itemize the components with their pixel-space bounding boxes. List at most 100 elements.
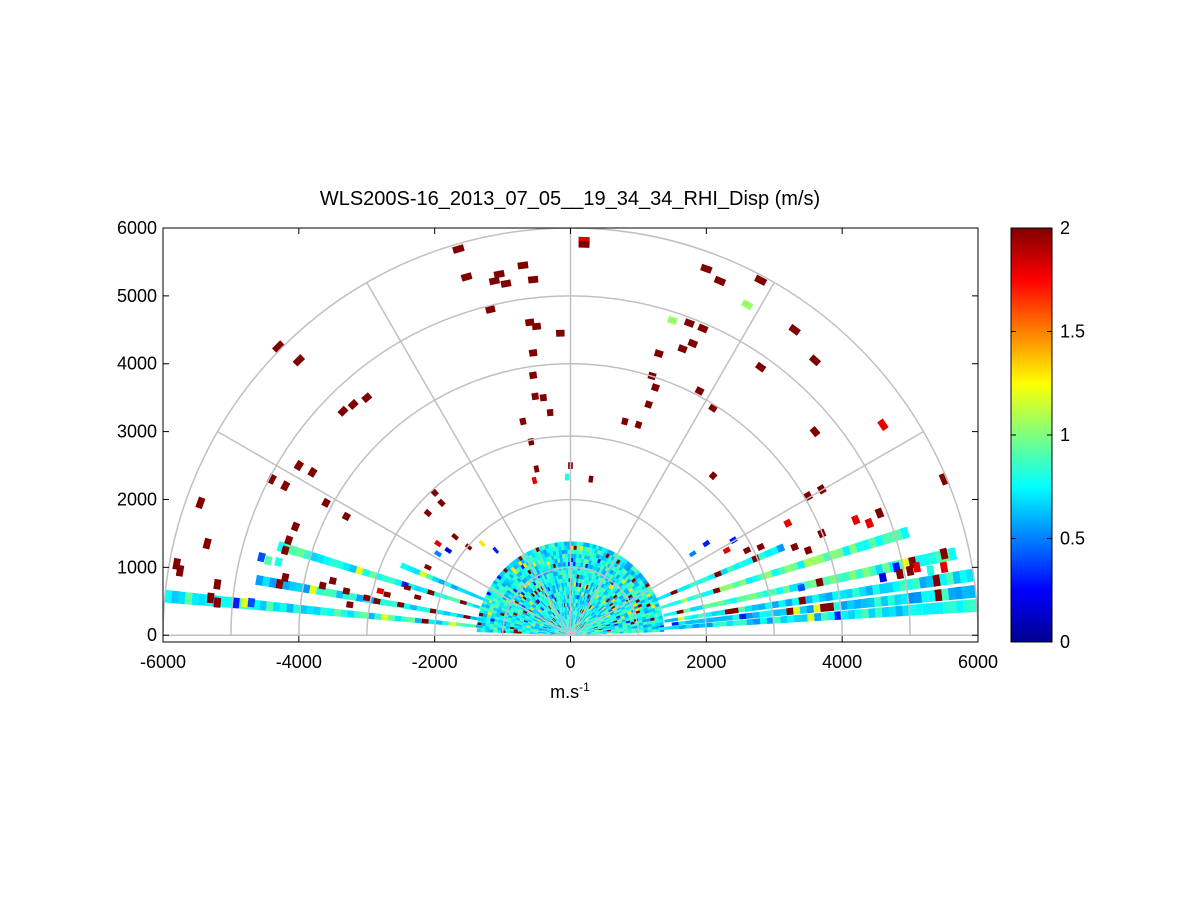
range-cell [554, 631, 559, 633]
range-cell [505, 565, 511, 571]
range-cell [546, 611, 551, 616]
range-cell [630, 598, 636, 603]
range-cell [549, 621, 554, 625]
range-cell [578, 554, 582, 559]
beam-cell [868, 565, 878, 577]
beam-cell [732, 562, 742, 571]
beam-cell [387, 576, 396, 585]
range-cell [582, 629, 587, 632]
range-cell [565, 628, 568, 633]
range-cell [631, 600, 637, 605]
range-cell [606, 626, 611, 629]
range-cell [586, 620, 591, 624]
range-cell [590, 619, 595, 623]
range-cell [562, 557, 566, 563]
range-cell [586, 630, 591, 633]
range-cell [579, 624, 584, 628]
range-cell [561, 553, 566, 559]
range-cell [537, 559, 542, 565]
range-cell [578, 550, 583, 555]
range-cell [553, 611, 557, 616]
range-cell [580, 609, 584, 614]
beam-cell [738, 578, 747, 587]
range-cell [578, 582, 582, 588]
sparse-cell [423, 563, 432, 571]
range-cell [559, 623, 563, 627]
range-cell [546, 630, 551, 633]
beam-cell [706, 589, 715, 596]
range-cell [554, 633, 559, 635]
range-cell [522, 595, 527, 601]
range-cell [592, 597, 596, 602]
sparse-cell [742, 546, 752, 555]
range-cell [572, 606, 574, 611]
range-cell [600, 569, 605, 575]
beam-cell [968, 584, 977, 599]
range-cell [525, 632, 530, 634]
range-cell [558, 632, 563, 634]
sparse-cell [621, 417, 629, 426]
range-cell [541, 605, 545, 610]
range-cell [603, 632, 608, 635]
range-cell [558, 631, 563, 633]
beam-cell [712, 621, 720, 627]
range-cell [591, 578, 596, 584]
range-cell [551, 626, 556, 630]
range-cell [522, 610, 528, 614]
range-cell [553, 554, 558, 560]
beam [399, 562, 490, 603]
range-cell [622, 625, 628, 628]
range-cell [532, 610, 537, 614]
range-cell [524, 571, 530, 576]
range-cell [629, 617, 634, 621]
range-cell [563, 594, 566, 600]
range-cell [628, 563, 634, 569]
beam-cell [894, 594, 902, 606]
range-cell [548, 623, 553, 627]
range-cell [547, 625, 552, 628]
range-cell [576, 574, 579, 579]
range-cell [520, 617, 525, 621]
sparse-cell [413, 594, 422, 601]
range-cell [582, 601, 586, 606]
range-cell [488, 629, 494, 633]
range-cell [504, 591, 510, 597]
range-cell [593, 608, 597, 613]
range-cell [540, 620, 545, 624]
range-cell [495, 611, 501, 616]
beam-cell [198, 593, 206, 606]
range-cell [598, 630, 604, 633]
range-cell [601, 594, 606, 599]
range-cell [554, 610, 558, 615]
range-cell [514, 579, 520, 585]
range-cell [498, 603, 504, 608]
range-cell [558, 632, 563, 634]
beam-cell [431, 575, 440, 583]
range-cell [571, 627, 573, 632]
range-cell [520, 554, 526, 560]
sparse-cell [346, 601, 354, 609]
range-cell [562, 633, 567, 635]
range-cell [641, 584, 647, 590]
range-cell [565, 623, 568, 628]
range-cell [538, 602, 543, 607]
range-cell [547, 543, 552, 549]
range-cell [590, 630, 595, 633]
beam-cell [328, 589, 338, 598]
beam-cell [861, 539, 871, 551]
range-cell [537, 582, 542, 587]
range-cell [632, 572, 638, 578]
range-cell [581, 619, 585, 624]
range-cell [539, 607, 544, 612]
range-cell [606, 563, 612, 569]
range-cell [571, 627, 574, 632]
beam-cell [699, 623, 707, 628]
beam-cell [790, 562, 799, 572]
range-cell [554, 584, 557, 589]
range-cell [486, 614, 492, 619]
range-cell [494, 592, 500, 598]
range-cell [525, 615, 530, 619]
range-cell [576, 545, 580, 551]
beam-cell [764, 570, 773, 579]
range-cell [552, 617, 557, 622]
